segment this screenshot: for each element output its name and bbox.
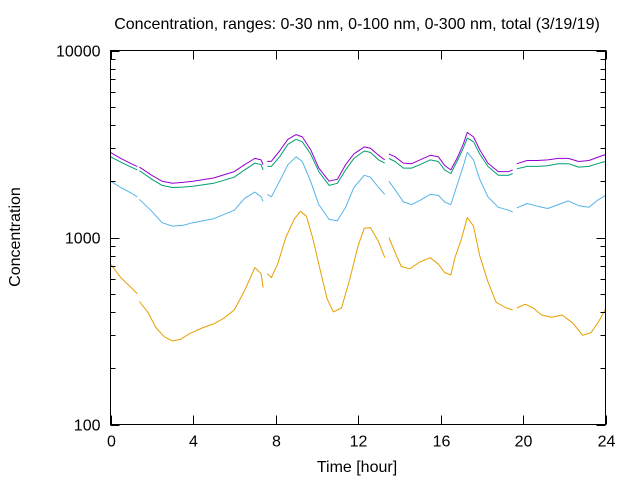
series-line-segment bbox=[516, 194, 606, 209]
x-axis-label: Time [hour] bbox=[317, 459, 397, 476]
y-axis-label: Concentration bbox=[7, 187, 24, 287]
series-line-segment bbox=[388, 151, 513, 213]
series-1 bbox=[110, 210, 606, 342]
series-line-segment bbox=[110, 151, 138, 167]
series-line-segment bbox=[267, 156, 386, 222]
x-tick-label: 20 bbox=[515, 434, 533, 451]
x-tick-label: 24 bbox=[598, 434, 616, 451]
series-line-segment bbox=[139, 162, 264, 188]
chart-title: Concentration, ranges: 0-30 nm, 0-100 nm… bbox=[114, 16, 600, 33]
x-tick-label: 16 bbox=[433, 434, 451, 451]
series-line-segment bbox=[110, 180, 138, 198]
series-line-segment bbox=[388, 217, 513, 311]
series-4 bbox=[110, 131, 606, 184]
series-line-segment bbox=[110, 263, 138, 295]
series-2 bbox=[110, 151, 606, 227]
series-line-segment bbox=[267, 138, 386, 186]
y-tick-label: 100 bbox=[74, 418, 101, 435]
series-line-segment bbox=[516, 161, 606, 170]
x-tick-label: 8 bbox=[272, 434, 281, 451]
series-line-segment bbox=[139, 157, 264, 184]
y-tick-label: 10000 bbox=[56, 44, 101, 61]
series-line-segment bbox=[388, 137, 513, 176]
series-line-segment bbox=[110, 156, 138, 171]
plot-frame bbox=[110, 50, 606, 425]
x-tick-label: 4 bbox=[189, 434, 198, 451]
x-tick-label: 0 bbox=[107, 434, 116, 451]
x-tick-label: 12 bbox=[350, 434, 368, 451]
series-line-segment bbox=[139, 267, 264, 342]
series-line-segment bbox=[267, 134, 386, 182]
series-line-segment bbox=[388, 131, 513, 173]
series-line-segment bbox=[516, 303, 606, 336]
series-line-segment bbox=[516, 154, 606, 165]
y-tick-label: 1000 bbox=[65, 231, 101, 248]
series-layer bbox=[110, 131, 606, 342]
ticks-layer: 0 4 8 12 16 20 24 100 1000 10000 bbox=[56, 44, 616, 451]
series-3 bbox=[110, 137, 606, 188]
series-line-segment bbox=[266, 210, 386, 313]
series-line-segment bbox=[139, 191, 264, 227]
